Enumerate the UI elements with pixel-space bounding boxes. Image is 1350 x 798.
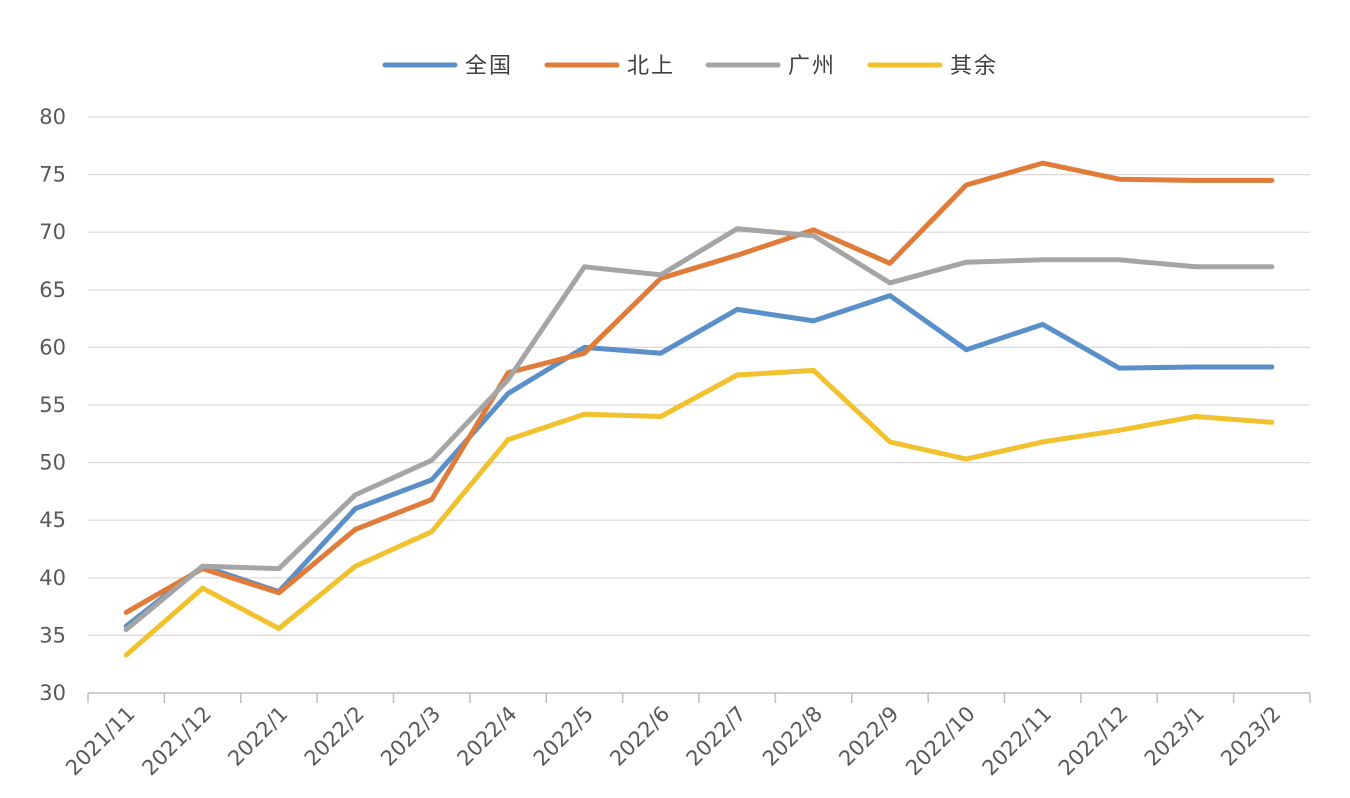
y-tick-label: 40 xyxy=(39,566,66,590)
legend-label: 北上 xyxy=(627,54,675,79)
x-tick-label: 2023/2 xyxy=(1216,702,1285,771)
y-tick-label: 55 xyxy=(39,393,66,417)
x-tick-label: 2022/4 xyxy=(452,702,521,771)
x-tick-label: 2022/8 xyxy=(758,702,827,771)
x-axis xyxy=(87,692,1311,703)
gridlines xyxy=(88,116,1310,637)
y-axis: 30 35 40 45 50 55 60 65 70 75 80 xyxy=(39,105,66,705)
y-tick-label: 70 xyxy=(39,220,66,244)
x-tick-label: 2022/5 xyxy=(529,702,598,771)
series-line-2 xyxy=(123,226,1275,633)
x-tick-label: 2023/1 xyxy=(1140,702,1209,771)
x-tick-label: 2022/11 xyxy=(978,702,1057,781)
y-tick-label: 45 xyxy=(39,508,66,532)
y-tick-label: 50 xyxy=(39,451,66,475)
series-line-3 xyxy=(123,367,1275,658)
x-tick-label: 2021/12 xyxy=(137,702,216,781)
legend-label: 全国 xyxy=(465,54,513,79)
x-tick-label: 2022/10 xyxy=(901,702,980,781)
x-tick-label: 2022/6 xyxy=(605,702,674,771)
series-lines xyxy=(123,160,1275,658)
y-tick-label: 30 xyxy=(39,681,66,705)
x-tick-label: 2022/9 xyxy=(834,702,903,771)
x-tick-label: 2022/12 xyxy=(1054,702,1133,781)
y-tick-label: 35 xyxy=(39,623,66,647)
y-tick-label: 60 xyxy=(39,335,66,359)
y-tick-label: 75 xyxy=(39,163,66,187)
legend: 全国 北上 广州 其余 xyxy=(382,54,998,79)
series-line-0 xyxy=(123,293,1275,629)
legend-label: 广州 xyxy=(788,54,836,79)
x-tick-label: 2022/3 xyxy=(376,702,445,771)
x-tick-label: 2021/11 xyxy=(61,702,140,781)
x-tick-label: 2022/1 xyxy=(223,702,292,771)
series-line-1 xyxy=(123,160,1275,615)
y-tick-label: 65 xyxy=(39,278,66,302)
legend-label: 其余 xyxy=(950,54,998,79)
x-tick-label: 2022/7 xyxy=(682,702,751,771)
x-tick-label: 2022/2 xyxy=(300,702,369,771)
y-tick-label: 80 xyxy=(39,105,66,129)
